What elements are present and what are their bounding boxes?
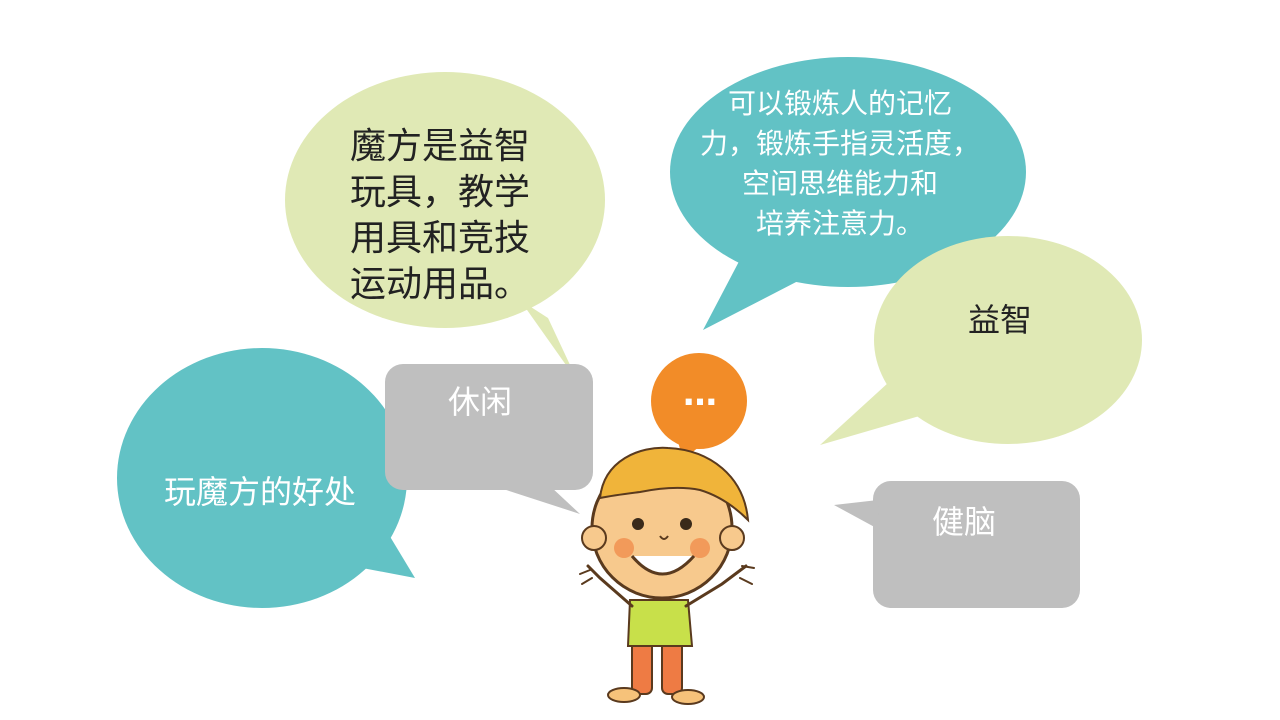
teal-speech-bubble-top [670, 57, 1026, 330]
ellipsis-dots-text: … [683, 374, 717, 414]
cartoon-child-icon [579, 446, 755, 705]
bubble-text-brain: 健脑 [931, 503, 996, 541]
gray-speech-box-brain [834, 481, 1080, 608]
bubble-text-leisure: 休闲 [447, 383, 512, 421]
bubble-text-puzzle: 益智 [967, 301, 1032, 339]
bubble-text-benefits-detail: 可以锻炼人的记忆 力，锻炼手指灵活度， 空间思维能力和 培养注意力。 [699, 87, 980, 240]
green-speech-bubble-right [820, 236, 1142, 445]
bubble-text-title-benefits: 玩魔方的好处 [163, 473, 356, 511]
teal-speech-bubble-left [117, 348, 415, 608]
bubble-text-puzzle-toy: 魔方是益智 玩具，教学 用具和竞技 运动用品。 [350, 126, 531, 305]
green-speech-bubble-top [285, 72, 605, 382]
gray-speech-box-leisure [385, 364, 593, 514]
